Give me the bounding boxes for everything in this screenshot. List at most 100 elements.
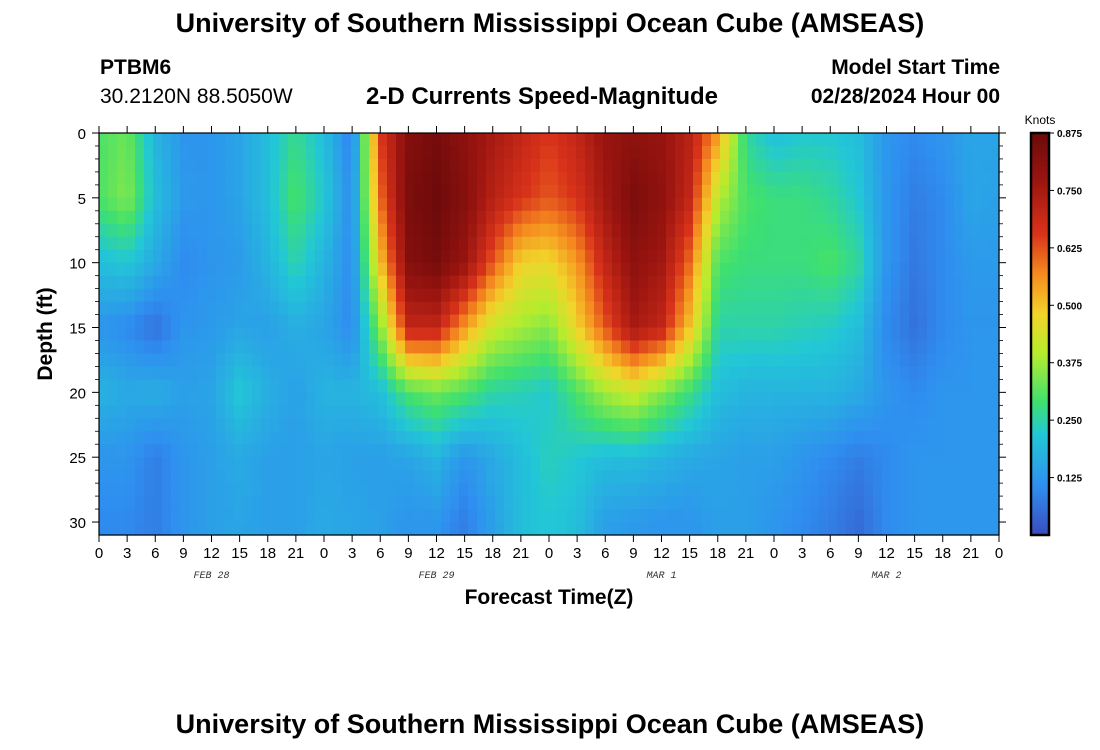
heatmap-cell <box>621 249 631 264</box>
heatmap-cell <box>531 509 541 523</box>
heatmap-cell <box>99 405 109 419</box>
heatmap-cell <box>630 171 640 186</box>
heatmap-cell <box>387 470 397 484</box>
heatmap-cell <box>711 366 721 380</box>
heatmap-cell <box>225 522 235 536</box>
heatmap-cell <box>828 522 838 536</box>
colorbar-tick-label: 0.500 <box>1057 301 1082 312</box>
heatmap-cell <box>963 392 973 406</box>
heatmap-cell <box>585 457 595 471</box>
heatmap-cell <box>729 184 739 199</box>
heatmap-cell <box>801 340 811 355</box>
heatmap-cell <box>702 197 712 212</box>
heatmap-cell <box>738 379 748 393</box>
heatmap-cell <box>414 197 424 212</box>
heatmap-cell <box>720 184 730 199</box>
heatmap-cell <box>252 444 262 458</box>
heatmap-cell <box>387 483 397 497</box>
heatmap-cell <box>684 353 694 368</box>
heatmap-cell <box>765 353 775 368</box>
heatmap-cell <box>495 210 505 225</box>
heatmap-cell <box>711 301 721 316</box>
heatmap-cell <box>135 392 145 406</box>
heatmap-cell <box>621 392 631 406</box>
heatmap-cell <box>576 327 586 342</box>
heatmap-cell <box>153 236 163 251</box>
heatmap-cell <box>576 353 586 368</box>
heatmap-cell <box>846 444 856 458</box>
heatmap-cell <box>846 288 856 303</box>
heatmap-cell <box>279 197 289 212</box>
heatmap-cell <box>126 262 136 277</box>
heatmap-cell <box>252 223 262 238</box>
heatmap-cell <box>693 405 703 419</box>
heatmap-cell <box>783 301 793 316</box>
heatmap-cell <box>333 353 343 368</box>
heatmap-cell <box>486 457 496 471</box>
heatmap-cell <box>963 470 973 484</box>
heatmap-cell <box>450 249 460 264</box>
heatmap-cell <box>738 145 748 160</box>
heatmap-cell <box>522 223 532 238</box>
heatmap-cell <box>468 522 478 536</box>
heatmap-cell <box>612 444 622 458</box>
heatmap-cell <box>171 444 181 458</box>
heatmap-cell <box>252 509 262 523</box>
heatmap-cell <box>549 444 559 458</box>
heatmap-cell <box>711 184 721 199</box>
y-tick-label: 10 <box>69 256 86 273</box>
heatmap-cell <box>216 223 226 238</box>
heatmap-cell <box>954 145 964 160</box>
heatmap-cell <box>414 301 424 316</box>
heatmap-cell <box>126 366 136 380</box>
heatmap-cell <box>189 457 199 471</box>
heatmap-cell <box>702 184 712 199</box>
y-tick-label: 30 <box>69 515 86 532</box>
heatmap-cell <box>297 249 307 264</box>
heatmap-cell <box>828 210 838 225</box>
heatmap-cell <box>216 457 226 471</box>
heatmap-cell <box>576 431 586 445</box>
heatmap-cell <box>738 275 748 290</box>
heatmap-cell <box>387 509 397 523</box>
heatmap-cell <box>423 210 433 225</box>
heatmap-cell <box>666 223 676 238</box>
heatmap-cell <box>468 158 478 173</box>
heatmap-cell <box>495 522 505 536</box>
heatmap-cell <box>945 457 955 471</box>
heatmap-cell <box>702 444 712 458</box>
heatmap-cell <box>585 483 595 497</box>
heatmap-cell <box>945 340 955 355</box>
heatmap-cell <box>225 301 235 316</box>
heatmap-cell <box>927 275 937 290</box>
heatmap-cell <box>396 457 406 471</box>
heatmap-cell <box>252 457 262 471</box>
heatmap-cell <box>423 470 433 484</box>
heatmap-cell <box>441 133 451 147</box>
heatmap-cell <box>243 418 253 432</box>
heatmap-cell <box>918 340 928 355</box>
heatmap-cell <box>423 509 433 523</box>
heatmap-cell <box>126 275 136 290</box>
heatmap-cell <box>567 223 577 238</box>
heatmap-cell <box>360 470 370 484</box>
heatmap-cell <box>387 288 397 303</box>
heatmap-cell <box>702 171 712 186</box>
heatmap-cell <box>171 457 181 471</box>
heatmap-cell <box>162 288 172 303</box>
heatmap-cell <box>144 392 154 406</box>
heatmap-cell <box>189 392 199 406</box>
heatmap-cell <box>153 133 163 147</box>
heatmap-cell <box>909 210 919 225</box>
heatmap-cell <box>657 327 667 342</box>
heatmap-cell <box>207 522 217 536</box>
heatmap-cell <box>783 366 793 380</box>
heatmap-cell <box>432 496 442 510</box>
heatmap-cell <box>225 470 235 484</box>
heatmap-cell <box>720 340 730 355</box>
heatmap-cell <box>684 457 694 471</box>
heatmap-cell <box>711 470 721 484</box>
heatmap-cell <box>351 418 361 432</box>
heatmap-cell <box>891 210 901 225</box>
heatmap-cell <box>756 249 766 264</box>
